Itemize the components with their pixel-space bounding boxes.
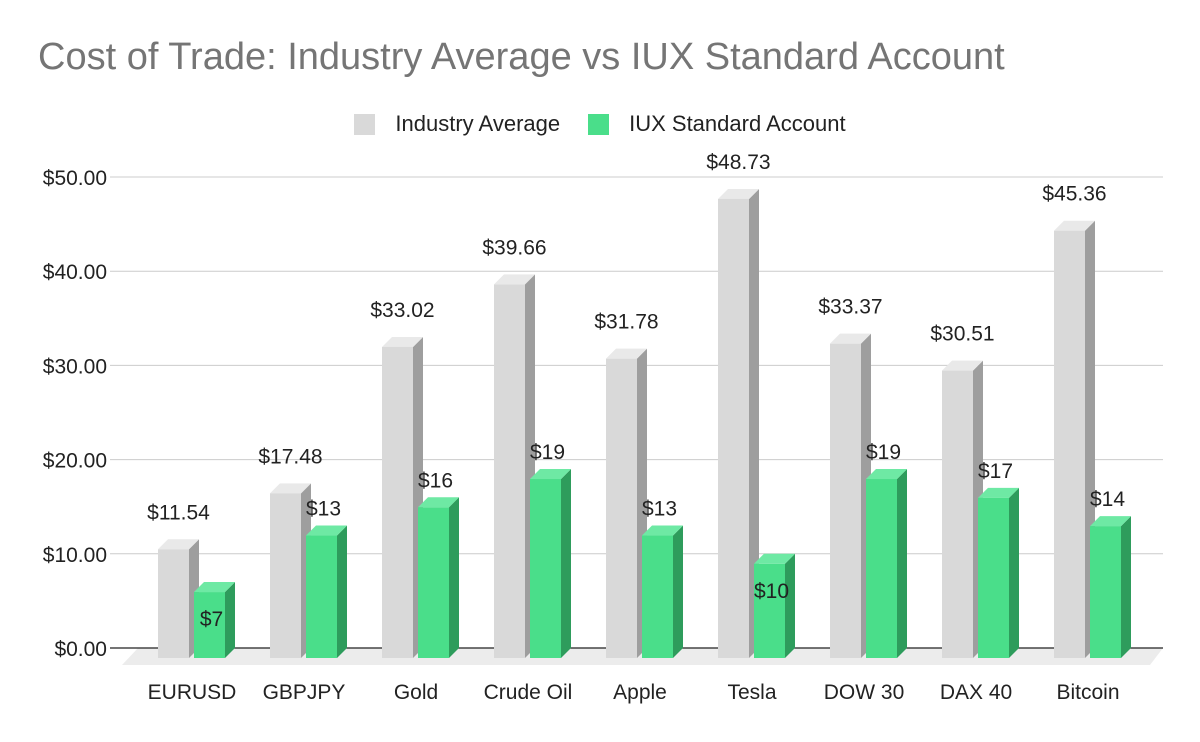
bar-side-iux-standard (561, 469, 571, 658)
x-tick-label-apple: Apple (613, 681, 667, 704)
bar-iux-standard (978, 497, 1009, 658)
legend-swatch-iux-standard (588, 113, 610, 135)
bar-industry-average (382, 346, 413, 658)
bar-iux-standard (866, 479, 897, 658)
legend-item-industry-average: Industry Average (354, 111, 560, 137)
bar-top-industry-average (830, 333, 871, 344)
legend-swatch-industry-average (354, 113, 376, 135)
data-label-industry-average: $39.66 (482, 236, 546, 259)
y-tick-label: $30.00 (43, 355, 107, 378)
bar-top-iux-standard (418, 497, 459, 508)
bar-side-iux-standard (225, 582, 235, 658)
data-label-iux-standard: $14 (1090, 488, 1125, 511)
bar-iux-standard (642, 535, 673, 658)
bar-top-industry-average (382, 336, 423, 347)
bar-top-industry-average (158, 539, 199, 550)
y-tick-label: $0.00 (54, 638, 107, 661)
bar-side-iux-standard (1121, 516, 1131, 658)
bar-iux-standard (418, 507, 449, 658)
bar-industry-average (942, 370, 973, 658)
y-tick-label: $20.00 (43, 450, 107, 473)
data-label-industry-average: $30.51 (930, 323, 994, 346)
x-tick-label-dax-40: DAX 40 (940, 681, 1012, 704)
bar-top-industry-average (494, 274, 535, 285)
bar-industry-average (718, 198, 749, 659)
bar-side-iux-standard (897, 469, 907, 658)
bar-industry-average (158, 549, 189, 658)
x-tick-label-dow-30: DOW 30 (824, 681, 905, 704)
bar-top-industry-average (606, 348, 647, 359)
bar-industry-average (494, 284, 525, 658)
bar-top-iux-standard (306, 525, 347, 536)
data-label-industry-average: $33.02 (370, 299, 434, 322)
bar-top-industry-average (1054, 220, 1095, 231)
legend-label-iux-standard: IUX Standard Account (629, 111, 846, 136)
data-label-iux-standard: $13 (642, 498, 677, 521)
data-label-industry-average: $48.73 (706, 151, 770, 174)
chart-legend: Industry Average IUX Standard Account (0, 108, 1200, 140)
bar-industry-average (1054, 230, 1085, 658)
bar-top-iux-standard (754, 553, 795, 564)
bar-top-industry-average (942, 360, 983, 371)
legend-label-industry-average: Industry Average (395, 111, 561, 136)
bar-top-iux-standard (530, 469, 571, 480)
bar-iux-standard (754, 563, 785, 658)
bar-top-iux-standard (1090, 516, 1131, 527)
data-label-industry-average: $11.54 (147, 501, 210, 524)
data-label-iux-standard: $19 (530, 441, 565, 464)
bar-industry-average (830, 343, 861, 658)
data-label-iux-standard: $13 (306, 498, 341, 521)
data-label-industry-average: $45.36 (1042, 183, 1106, 206)
bar-top-iux-standard (194, 582, 235, 593)
bar-top-iux-standard (642, 525, 683, 536)
bar-side-iux-standard (785, 553, 795, 658)
bar-side-iux-standard (1009, 487, 1019, 658)
bar-industry-average (606, 358, 637, 658)
bar-top-iux-standard (866, 469, 907, 480)
bar-iux-standard (306, 535, 337, 658)
x-tick-label-bitcoin: Bitcoin (1056, 681, 1119, 704)
bar-side-iux-standard (673, 525, 683, 658)
bar-iux-standard (1090, 526, 1121, 658)
bar-iux-standard (194, 592, 225, 658)
bar-side-iux-standard (337, 525, 347, 658)
chart-title: Cost of Trade: Industry Average vs IUX S… (38, 36, 1005, 78)
y-tick-label: $10.00 (43, 544, 107, 567)
x-tick-label-tesla: Tesla (727, 681, 776, 704)
y-tick-label: $50.00 (43, 167, 107, 190)
bar-side-iux-standard (449, 497, 459, 658)
bar-top-industry-average (718, 188, 759, 199)
x-tick-label-gbpjpy: GBPJPY (263, 681, 346, 704)
bar-top-iux-standard (978, 487, 1019, 498)
data-label-iux-standard: $17 (978, 460, 1013, 483)
x-tick-label-crude-oil: Crude Oil (484, 681, 573, 704)
x-tick-label-gold: Gold (394, 681, 438, 704)
bar-top-industry-average (270, 483, 311, 494)
bar-side-industry-average (749, 188, 759, 659)
y-tick-label: $40.00 (43, 261, 107, 284)
data-label-iux-standard: $10 (754, 580, 789, 603)
data-label-iux-standard: $7 (200, 608, 223, 631)
data-label-industry-average: $33.37 (818, 296, 882, 319)
data-label-iux-standard: $16 (418, 469, 453, 492)
data-label-iux-standard: $19 (866, 441, 901, 464)
legend-item-iux-standard: IUX Standard Account (588, 111, 846, 137)
bar-industry-average (270, 493, 301, 658)
data-label-industry-average: $31.78 (594, 311, 658, 334)
data-label-industry-average: $17.48 (258, 445, 322, 468)
x-tick-label-eurusd: EURUSD (148, 681, 237, 704)
bar-iux-standard (530, 479, 561, 658)
